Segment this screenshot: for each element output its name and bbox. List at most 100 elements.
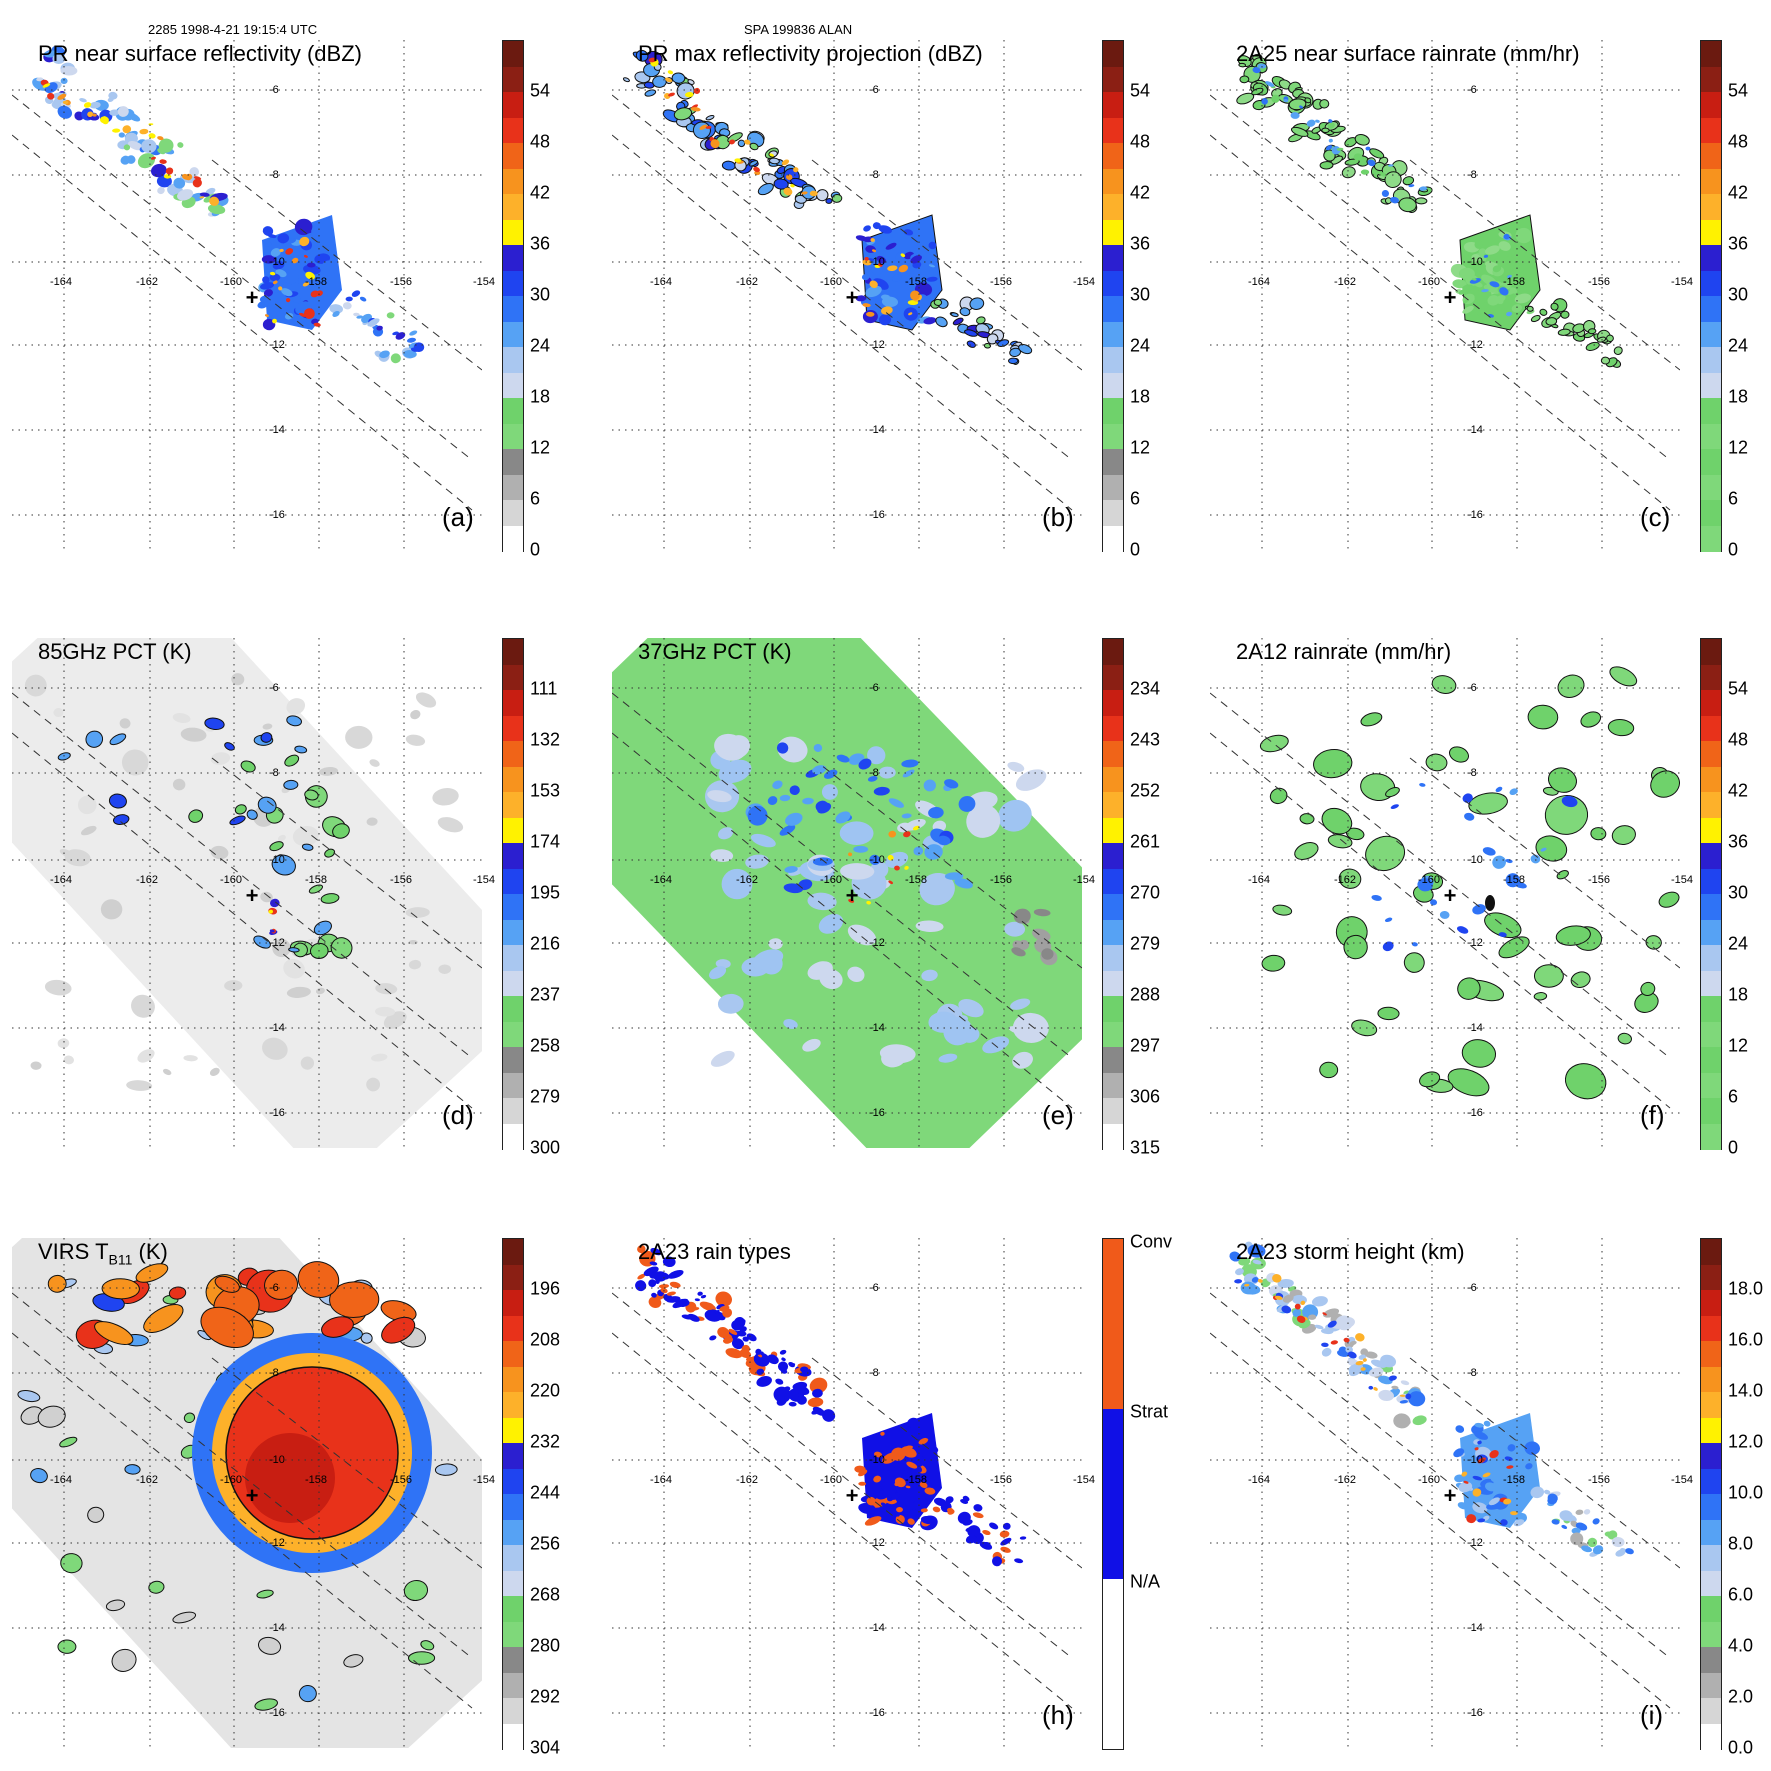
data-blob [101, 1278, 140, 1300]
colorbar-segment [1701, 970, 1721, 997]
data-blob [694, 1298, 700, 1302]
lon-label--164: -164 [50, 276, 73, 288]
colorbar-tick-label: 42 [1728, 182, 1749, 203]
data-blob [768, 938, 783, 950]
data-blob [1399, 1400, 1409, 1404]
data-blob [1571, 1527, 1581, 1534]
data-blob [1516, 1502, 1523, 1507]
data-blob [117, 106, 129, 117]
data-blob [1360, 712, 1383, 727]
data-blob [920, 1515, 934, 1525]
data-blob [862, 303, 871, 308]
colorbar-segment [1701, 474, 1721, 501]
panel-title-d: 85GHz PCT (K) [38, 639, 192, 664]
colorbar-segment [503, 741, 523, 767]
colorbar-tick-label: 12.0 [1728, 1431, 1764, 1452]
colorbar-tick-label: 279 [530, 1086, 561, 1107]
data-blob [1585, 341, 1600, 351]
colorbar-segment [1103, 525, 1123, 552]
colorbar-segment [503, 1341, 523, 1367]
data-blob [304, 789, 319, 801]
data-blob [109, 109, 120, 116]
panel-h: -164 -162 -160 -158 -156 -154 -6 -8 -10 -12 -14 -16… [612, 1232, 1172, 1750]
rainband-core [262, 215, 342, 330]
data-blob [80, 825, 97, 836]
colorbar-segment [503, 398, 523, 424]
data-blob [1547, 767, 1577, 793]
lat-label--16: -16 [1467, 1707, 1483, 1719]
lat-label--16: -16 [269, 1707, 285, 1719]
data-blob [902, 1470, 909, 1474]
data-blob [1481, 289, 1489, 293]
data-blob [967, 1525, 981, 1538]
data-blob [1274, 1295, 1283, 1300]
lon-label--162: -162 [1334, 874, 1357, 886]
data-blob [1507, 1493, 1515, 1501]
data-blob [1408, 1391, 1426, 1407]
data-blob [1507, 1444, 1516, 1452]
data-blob [92, 113, 97, 117]
data-blob [1360, 773, 1396, 801]
data-blob [1550, 302, 1559, 311]
panel-title-b: PR max reflectivity projection (dBZ) [638, 41, 983, 66]
data-blob [969, 297, 985, 310]
colorbar-segment [503, 474, 523, 501]
colorbar-segment [1103, 894, 1123, 920]
data-blob [1244, 1283, 1250, 1287]
data-blob [881, 306, 893, 315]
data-blob [722, 1333, 733, 1340]
data-blob [1292, 1309, 1302, 1317]
data-blob [321, 260, 338, 276]
data-blob [1252, 67, 1261, 74]
data-blob [1540, 847, 1547, 852]
colorbar-tick-label: 315 [1130, 1137, 1161, 1158]
data-blob [1353, 153, 1363, 161]
map-c [1210, 40, 1680, 550]
data-blob [753, 1352, 770, 1367]
data-blob [1398, 197, 1417, 213]
swath-edge [211, 159, 482, 371]
data-blob [1472, 1502, 1488, 1514]
data-blob [869, 854, 881, 865]
data-blob [1609, 666, 1638, 687]
data-blob [809, 1377, 828, 1394]
data-blob [1321, 1342, 1329, 1348]
colorbar-tick-label: 24 [1728, 933, 1749, 954]
data-blob [998, 799, 1032, 832]
data-blob [286, 986, 311, 998]
panel-i: -164 -162 -160 -158 -156 -154 -6 -8 -10 -12 -14 -16… [1210, 1238, 1770, 1758]
colorbar-segment [503, 41, 523, 67]
data-blob [119, 718, 131, 729]
data-blob [892, 274, 902, 282]
colorbar-segment [1701, 372, 1721, 399]
panel-tag-h: (h) [1042, 1700, 1074, 1730]
data-blob [935, 316, 948, 328]
data-blob [1478, 248, 1487, 256]
lon-label--154: -154 [473, 1474, 496, 1486]
data-blob [858, 1503, 876, 1515]
lat-label--6: -6 [269, 682, 279, 694]
colorbar-segment [1701, 1239, 1721, 1265]
data-blob [807, 892, 837, 911]
data-blob [1365, 835, 1406, 872]
colorbar-segment [1103, 296, 1123, 322]
data-blob [269, 898, 280, 908]
data-blob [936, 835, 951, 846]
lon-label--154: -154 [1073, 276, 1096, 288]
lon-label--160: -160 [1418, 276, 1441, 288]
data-blob [177, 142, 184, 148]
data-blob [200, 1306, 254, 1349]
colorbar-segment [503, 792, 523, 818]
data-blob [111, 1648, 137, 1672]
data-blob [260, 732, 273, 743]
data-blob [1484, 912, 1522, 939]
data-blob [1525, 1463, 1533, 1470]
data-blob [1506, 1465, 1514, 1469]
colorbar-tick-label: 268 [530, 1584, 561, 1605]
colorbar-tick-label: 54 [1728, 678, 1749, 699]
lat-label--12: -12 [1467, 339, 1483, 351]
data-blob [715, 1291, 732, 1307]
data-blob [379, 350, 390, 359]
data-blob [1041, 948, 1054, 960]
data-blob [292, 825, 319, 847]
